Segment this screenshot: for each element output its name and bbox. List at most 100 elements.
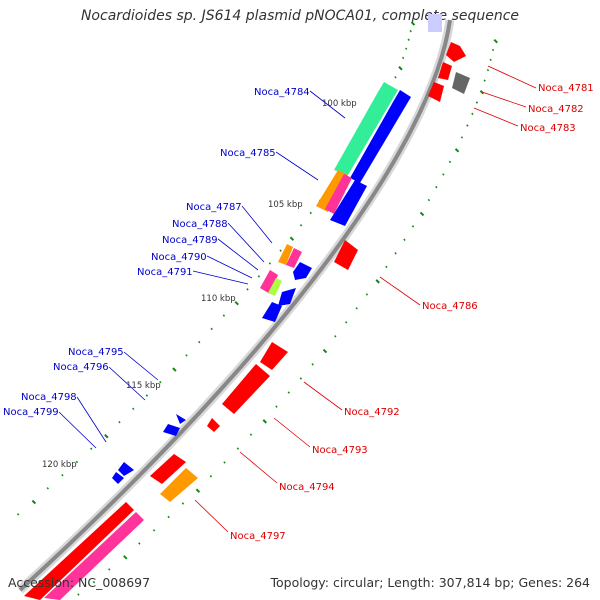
gene-label-right[interactable]: Noca_4783 (520, 123, 576, 134)
gene-label-left[interactable]: Noca_4799 (3, 407, 59, 418)
gene-noca-4787[interactable] (278, 244, 293, 265)
scale-tick (460, 136, 464, 139)
forward-gene-labels: Noca_4784 Noca_4785 Noca_4787 Noca_4788 … (3, 87, 346, 449)
scale-tick (448, 160, 452, 164)
scale-tick (411, 225, 415, 228)
scale-tick (195, 488, 201, 493)
gene-noca-4799[interactable] (112, 472, 124, 484)
gene-label-left[interactable]: Noca_4790 (151, 252, 207, 263)
gene-label-right[interactable]: Noca_4793 (312, 445, 368, 456)
gene-noca-4781[interactable] (446, 42, 466, 62)
scale-tick (365, 293, 369, 296)
scale-tick (491, 48, 495, 52)
gene-noca-4795[interactable] (176, 414, 186, 424)
scale-tick (185, 354, 188, 357)
scale-tick (475, 101, 479, 104)
scale-tick (419, 211, 425, 217)
gene-noca-4784-cds[interactable] (350, 90, 411, 183)
scale-tick (262, 419, 267, 424)
scale-tick (404, 47, 408, 50)
scale-tick (123, 555, 128, 560)
scale-label: 120 kbp (42, 460, 77, 470)
gene-noca-4784[interactable] (334, 82, 398, 175)
gene-noca-4782[interactable] (452, 72, 470, 94)
scale-label: 115 kbp (126, 381, 161, 391)
scale-tick (279, 249, 282, 252)
scale-label: 105 kbp (268, 200, 303, 210)
gene-noca-4791[interactable] (278, 288, 296, 306)
scale-tick (289, 236, 295, 241)
scale-tick (442, 173, 445, 176)
gene-label-right[interactable]: Noca_4794 (279, 482, 335, 493)
scale-tick (454, 148, 460, 153)
gene-label-left[interactable]: Noca_4795 (68, 347, 124, 358)
gene-noca-4791-b[interactable] (262, 302, 282, 322)
reverse-strand-genes (150, 42, 470, 502)
gene-noca-4798[interactable] (118, 462, 134, 476)
scale-tick (132, 407, 135, 411)
gene-noca-4785-a[interactable] (316, 170, 348, 212)
gene-noca-4797[interactable] (160, 468, 198, 502)
gene-noca-4790[interactable] (260, 270, 278, 294)
scale-labels: 100 kbp 105 kbp 110 kbp 115 kbp 120 kbp (42, 99, 357, 470)
gene-noca-4793[interactable] (222, 364, 270, 414)
gene-noca-4786[interactable] (334, 240, 358, 270)
gene-label-right[interactable]: Noca_4786 (422, 301, 478, 312)
scale-label: 100 kbp (322, 99, 357, 109)
scale-tick (483, 79, 486, 82)
accession-text: Accession: NC_008697 (8, 575, 151, 590)
scale-tick (466, 124, 469, 127)
scale-tick (77, 593, 80, 596)
gene-noca-4789[interactable] (293, 262, 312, 280)
scale-tick (385, 265, 388, 269)
gene-noca-4790-b[interactable] (268, 278, 282, 296)
scale-tick (92, 580, 96, 584)
gene-label-left[interactable]: Noca_4796 (53, 362, 109, 373)
gene-label-left[interactable]: Noca_4789 (162, 235, 218, 246)
gene-noca-4796[interactable] (163, 424, 180, 436)
scale-tick (249, 433, 253, 436)
scale-tick (471, 112, 474, 116)
gene-large-magenta[interactable] (44, 512, 144, 600)
gene-noca-4783[interactable] (428, 82, 444, 102)
gene-large-red[interactable] (24, 502, 134, 600)
scale-tick (138, 542, 141, 545)
scale-tick (486, 68, 490, 72)
gene-label-left[interactable]: Noca_4784 (254, 87, 310, 98)
gene-label-right[interactable]: Noca_4782 (528, 104, 584, 115)
gene-noca-4788[interactable] (286, 248, 302, 268)
scale-tick (159, 380, 162, 384)
gene-noca-4794[interactable] (150, 454, 186, 484)
gene-label-left[interactable]: Noca_4788 (172, 219, 228, 230)
scale-tick (479, 89, 485, 95)
scale-tick (246, 288, 249, 291)
scale-tick (401, 56, 405, 60)
gene-label-right[interactable]: Noca_4792 (344, 407, 400, 418)
gene-label-left[interactable]: Noca_4791 (137, 267, 193, 278)
scale-tick (375, 279, 380, 284)
gene-label-left[interactable]: Noca_4798 (21, 392, 77, 403)
gene-label-right[interactable]: Noca_4781 (538, 83, 594, 94)
scale-tick (403, 238, 406, 241)
scale-tick (493, 38, 498, 44)
scale-tick (299, 224, 303, 227)
scale-tick (181, 502, 185, 505)
scale-tick (167, 515, 170, 519)
gene-noca-4785-b[interactable] (325, 174, 352, 214)
scale-tick (172, 367, 177, 372)
gene-noca-4793-b[interactable] (207, 418, 220, 432)
scale-tick (394, 76, 397, 79)
gene-label-left[interactable]: Noca_4785 (220, 148, 276, 159)
gene-noca-4781-b[interactable] (438, 62, 452, 80)
scale-tick (118, 420, 121, 424)
scale-tick (355, 307, 358, 310)
scale-tick (236, 447, 240, 450)
gene-noca-4785-cds[interactable] (330, 180, 367, 226)
gene-noca-4792[interactable] (260, 342, 288, 370)
gene-label-left[interactable]: Noca_4787 (186, 202, 242, 213)
gene-label-right[interactable]: Noca_4797 (230, 531, 286, 542)
scale-tick (309, 211, 312, 215)
scale-tick (268, 262, 272, 265)
scale-tick (31, 499, 37, 505)
